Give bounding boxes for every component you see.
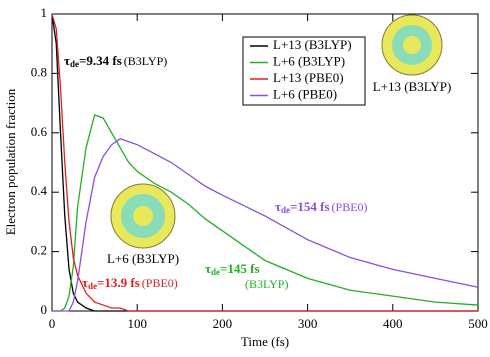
- annotation-part: de: [88, 281, 97, 291]
- annotation-part: (PBE0): [142, 276, 178, 290]
- annotation-part: (B3LYP): [245, 277, 288, 291]
- annotation-part: (B3LYP): [124, 54, 167, 68]
- molecule-image: [381, 14, 443, 76]
- x-tick-label: 400: [383, 316, 403, 331]
- x-tick-label: 0: [49, 316, 56, 331]
- legend: [242, 36, 366, 106]
- x-tick-label: 300: [298, 316, 318, 331]
- y-tick-label: 0: [41, 302, 48, 317]
- annotation-part: =13.9 fs: [97, 275, 140, 290]
- annotation: τde=9.34 fs (B3LYP): [64, 53, 167, 69]
- annotation-part: τ: [205, 261, 211, 276]
- image-label: L+6 (B3LYP): [107, 251, 179, 266]
- data-line: [52, 138, 479, 312]
- x-tick-label: 200: [213, 316, 233, 331]
- legend-label: L+13 (PBE0): [273, 70, 344, 85]
- annotation-part: de: [281, 205, 290, 215]
- legend-label: L+13 (B3LYP): [273, 37, 352, 52]
- annotation-part: =9.34 fs: [79, 53, 122, 68]
- annotation-part: (PBE0): [332, 200, 368, 214]
- data-line: [52, 114, 479, 312]
- annotation-part: de: [211, 267, 220, 277]
- y-tick-label: 0.2: [31, 243, 47, 258]
- annotation-part: =154 fs: [290, 199, 330, 214]
- image-label: L+13 (B3LYP): [373, 79, 452, 94]
- y-tick-label: 0.4: [31, 183, 48, 198]
- data-line: [51, 13, 478, 312]
- y-axis-label: Electron population fraction: [3, 88, 18, 235]
- annotation: τde=154 fs (PBE0): [275, 199, 368, 215]
- y-tick-label: 0.6: [31, 124, 48, 139]
- annotation-part: τ: [82, 275, 88, 290]
- annotation: τde=13.9 fs (PBE0): [82, 275, 178, 291]
- legend-label: L+6 (PBE0): [273, 86, 337, 101]
- y-tick-label: 1: [41, 5, 48, 20]
- x-tick-label: 500: [468, 316, 488, 331]
- annotation-part: de: [70, 59, 79, 69]
- legend-label: L+6 (B3LYP): [273, 53, 345, 68]
- annotation-part: τ: [64, 53, 70, 68]
- y-tick-label: 0.8: [31, 64, 47, 79]
- molecule-image: [110, 183, 176, 249]
- annotation-part: τ: [275, 199, 281, 214]
- annotation: τde=145 fs (B3LYP): [205, 261, 288, 291]
- x-axis-label: Time (fs): [241, 334, 289, 349]
- x-tick-label: 100: [127, 316, 147, 331]
- annotation-part: =145 fs: [220, 261, 260, 276]
